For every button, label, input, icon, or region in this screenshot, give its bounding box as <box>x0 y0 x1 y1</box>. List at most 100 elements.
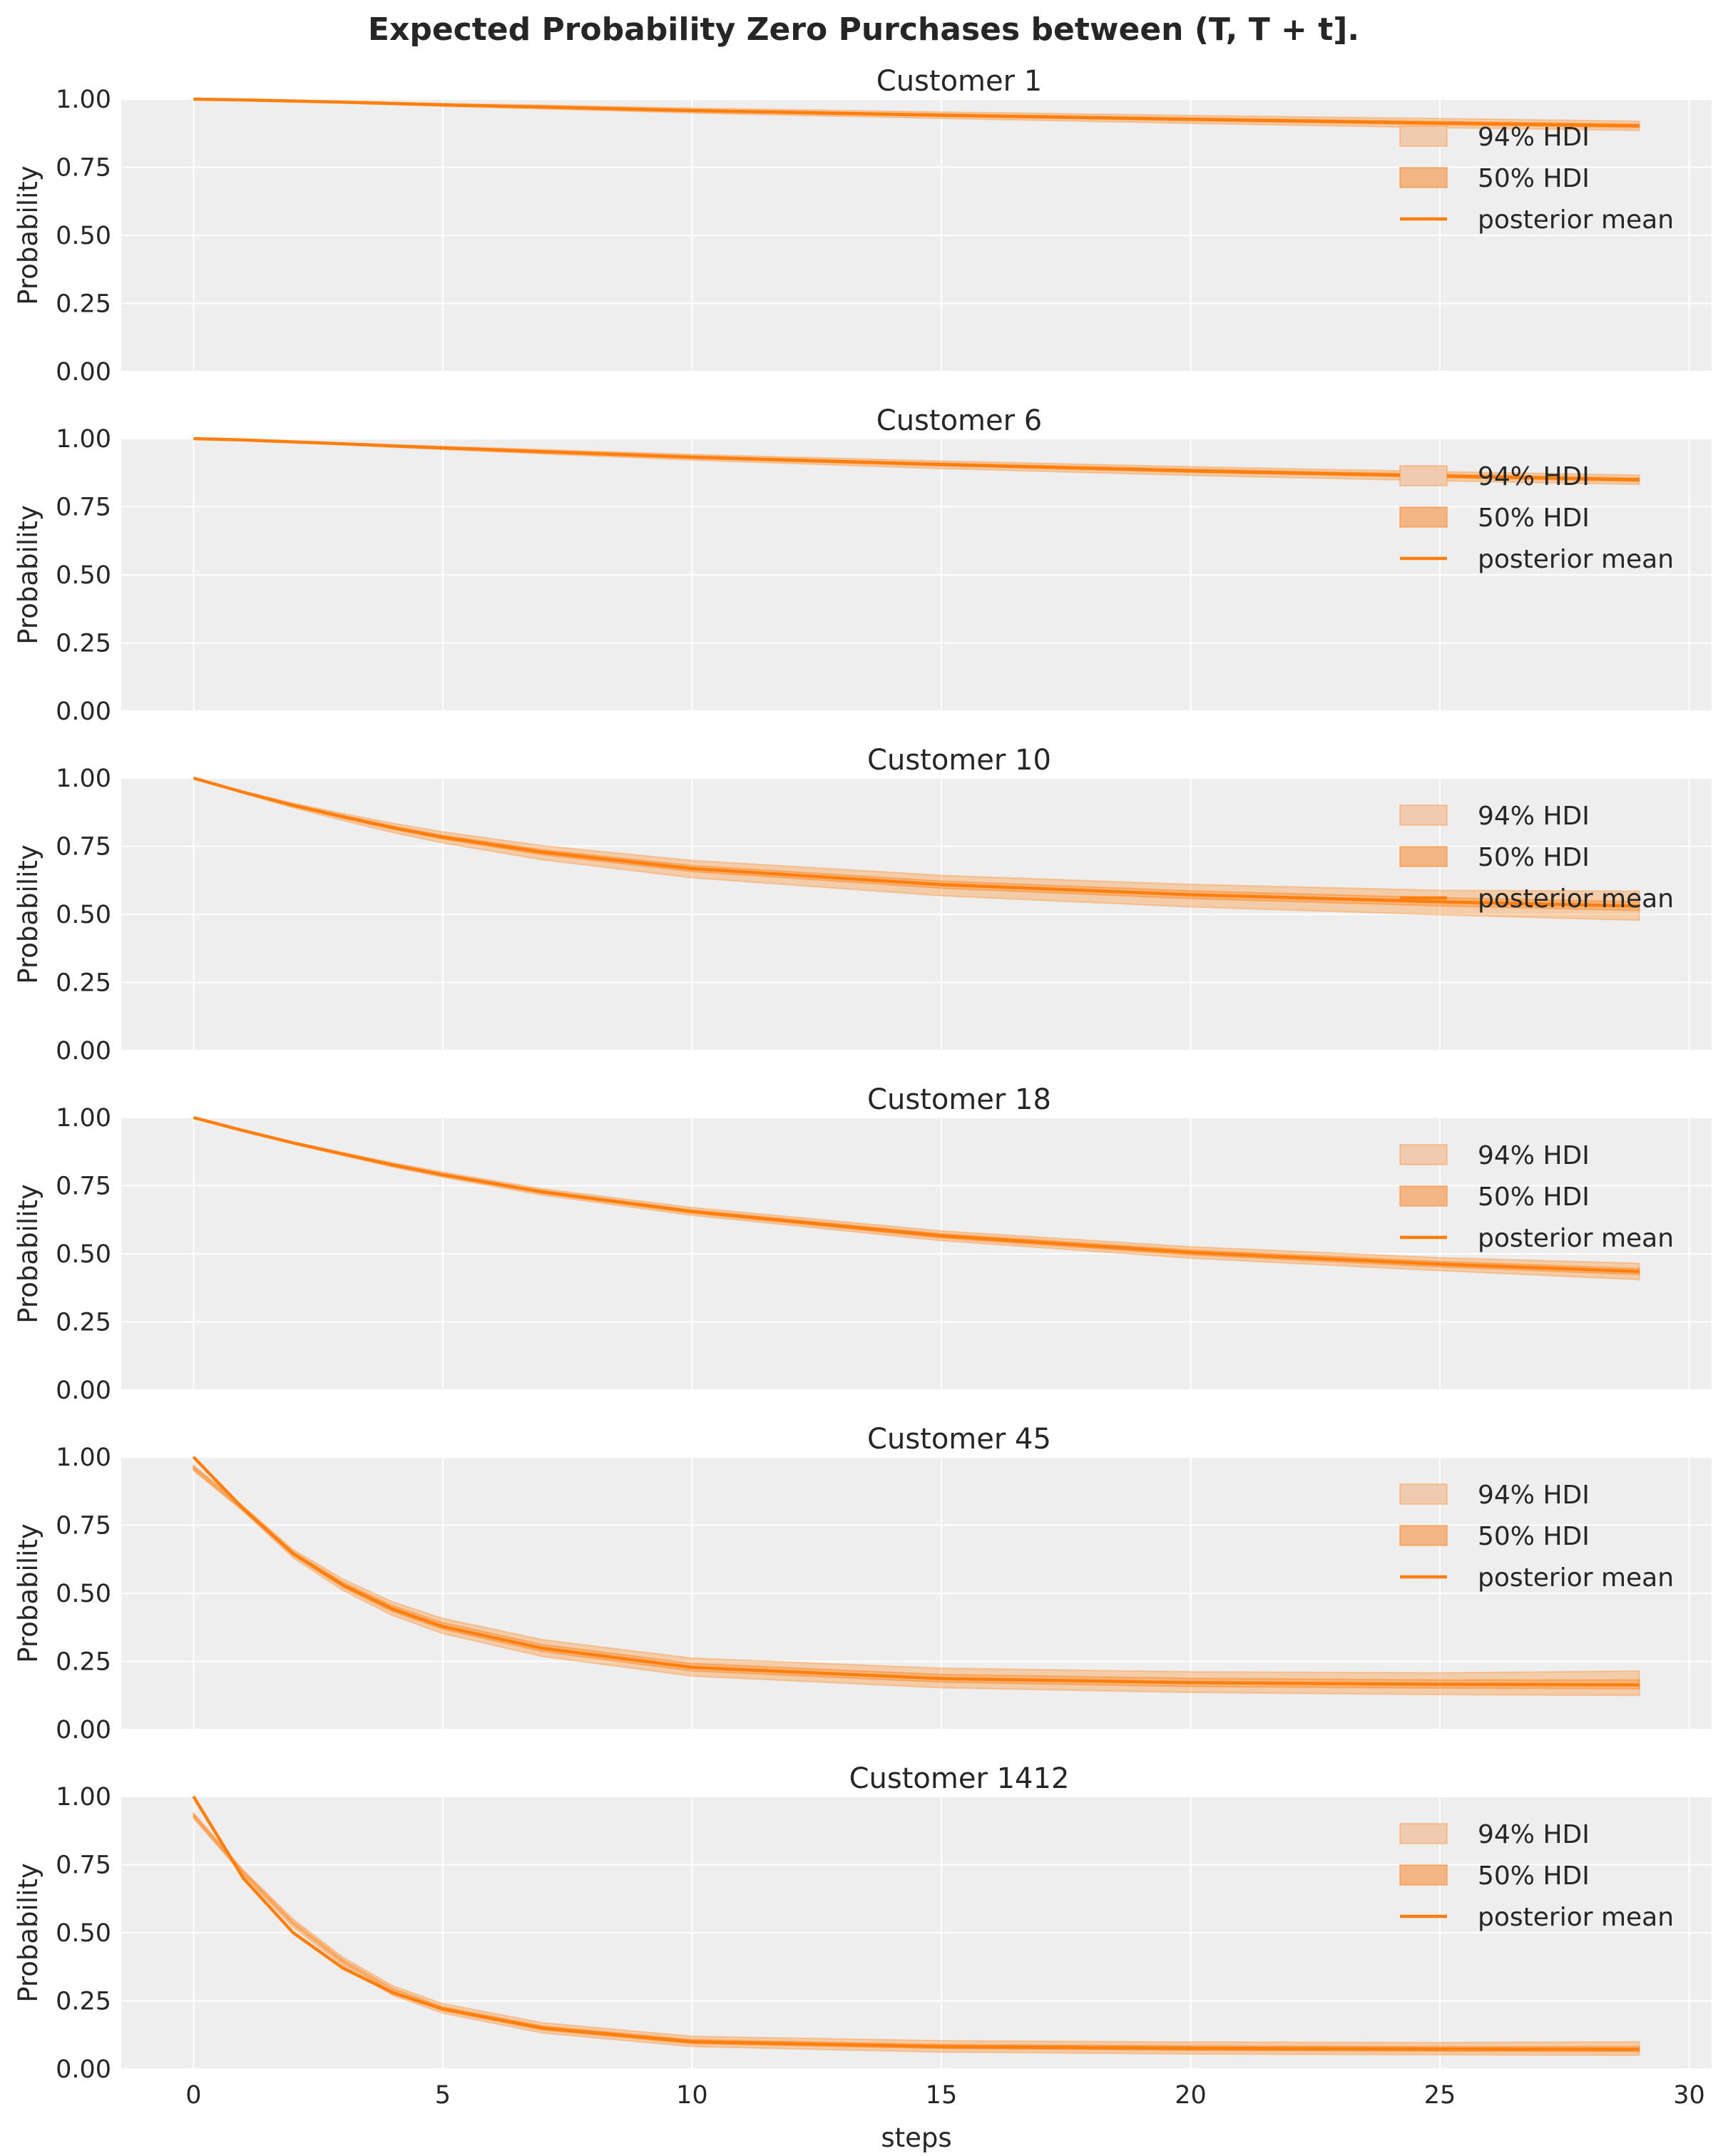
y-tick-label: 1.00 <box>56 1783 111 1812</box>
panel-6: 0 5 10 15 20 25 30 0.00 0.25 0.50 0.75 1.00 Probabil… <box>13 1762 1712 2110</box>
posterior-mean-line <box>193 1115 1640 1274</box>
legend-label: 50% HDI <box>1478 164 1590 193</box>
x-tick-label: 0 <box>185 2081 201 2110</box>
y-axis-label: Probability <box>13 165 44 305</box>
y-tick-label: 0.50 <box>56 561 111 590</box>
legend-label: posterior mean <box>1478 205 1674 235</box>
legend-label: posterior mean <box>1478 1903 1674 1932</box>
posterior-mean-line <box>192 1456 1640 1687</box>
panel-3: 0.00 0.25 0.50 0.75 1.00 Probability Customer … <box>13 744 1712 1066</box>
legend-swatch-hdi-50 <box>1399 1525 1448 1546</box>
legend-swatch-hdi-94 <box>1399 1144 1448 1165</box>
hdi-94-band <box>193 1811 1640 2056</box>
y-tick-label: 0.75 <box>56 833 111 862</box>
x-tick-label: 5 <box>435 2081 451 2110</box>
legend-swatch-hdi-94 <box>1399 126 1448 147</box>
y-tick-label: 1.00 <box>56 765 111 793</box>
legend-swatch-hdi-50 <box>1399 167 1448 188</box>
posterior-mean-line <box>193 776 1640 908</box>
x-tick-label: 15 <box>926 2081 958 2110</box>
y-tick-label: 0.00 <box>56 2055 111 2084</box>
legend-label: 94% HDI <box>1478 802 1590 831</box>
y-tick-label: 1.00 <box>56 425 111 454</box>
legend-swatch-hdi-94 <box>1399 804 1448 826</box>
y-tick-label: 0.25 <box>56 969 111 998</box>
legend-label: posterior mean <box>1478 545 1674 574</box>
panel-2: 0.00 0.25 0.50 0.75 1.00 Probability Customer … <box>13 404 1712 726</box>
panel-title: Customer 10 <box>867 744 1051 777</box>
y-tick-label: 0.75 <box>56 494 111 522</box>
legend-swatch-hdi-50 <box>1399 846 1448 867</box>
legend-label: 50% HDI <box>1478 843 1590 872</box>
legend: 94% HDI 50% HDI posterior mean <box>1399 123 1674 235</box>
legend: 94% HDI 50% HDI posterior mean <box>1399 1141 1674 1253</box>
y-tick-label: 0.25 <box>56 630 111 658</box>
legend-swatch-hdi-94 <box>1399 1483 1448 1505</box>
panels: 0.00 0.25 0.50 0.75 1.00 Probability Customer … <box>13 65 1712 2110</box>
posterior-mean-line <box>193 436 1640 481</box>
y-tick-label: 1.00 <box>56 1444 111 1472</box>
y-tick-label: 0.00 <box>56 1716 111 1744</box>
y-axis-label: Probability <box>13 844 44 984</box>
legend-label: 50% HDI <box>1478 1522 1590 1551</box>
panel-4: 0.00 0.25 0.50 0.75 1.00 Probability Customer … <box>13 1083 1712 1405</box>
legend-label: 94% HDI <box>1478 123 1590 152</box>
panel-1: 0.00 0.25 0.50 0.75 1.00 Probability Customer … <box>13 65 1712 387</box>
y-axis-label: Probability <box>13 1863 44 2003</box>
y-tick-label: 0.75 <box>56 1512 111 1541</box>
panel-title: Customer 1 <box>876 65 1042 98</box>
legend: 94% HDI 50% HDI posterior mean <box>1399 1820 1674 1932</box>
y-tick-label: 0.75 <box>56 1172 111 1201</box>
y-tick-label: 0.50 <box>56 901 111 929</box>
y-tick-label: 0.00 <box>56 1037 111 1066</box>
y-tick-label: 0.50 <box>56 1919 111 1948</box>
legend-label: 50% HDI <box>1478 1861 1590 1891</box>
legend-label: 94% HDI <box>1478 1481 1590 1510</box>
y-axis-label: Probability <box>13 1184 44 1324</box>
hdi-94-band <box>193 1117 1640 1281</box>
x-tick-label: 25 <box>1424 2081 1456 2110</box>
x-axis-label: steps <box>881 2122 951 2153</box>
legend: 94% HDI 50% HDI posterior mean <box>1399 802 1674 914</box>
y-tick-label: 0.00 <box>56 698 111 726</box>
legend-label: posterior mean <box>1478 884 1674 914</box>
x-tick-label: 20 <box>1175 2081 1207 2110</box>
panel-title: Customer 45 <box>867 1423 1051 1456</box>
legend-label: 94% HDI <box>1478 462 1590 491</box>
legend-label: posterior mean <box>1478 1224 1674 1253</box>
y-tick-label: 0.25 <box>56 1988 111 2016</box>
panel-title: Customer 1412 <box>849 1762 1070 1795</box>
legend-swatch-hdi-50 <box>1399 506 1448 528</box>
legend-label: 94% HDI <box>1478 1141 1590 1170</box>
hdi-50-band <box>193 1465 1640 1690</box>
posterior-mean-line <box>193 97 1640 128</box>
y-axis-label: Probability <box>13 1523 44 1663</box>
legend-swatch-hdi-50 <box>1399 1864 1448 1886</box>
legend-swatch-hdi-94 <box>1399 1823 1448 1844</box>
hdi-94-band <box>193 1463 1640 1697</box>
y-tick-label: 0.50 <box>56 222 111 250</box>
x-tick-label: 10 <box>676 2081 708 2110</box>
y-tick-label: 1.00 <box>56 1104 111 1133</box>
x-tick-label: 30 <box>1673 2081 1705 2110</box>
y-tick-label: 0.75 <box>56 154 111 183</box>
y-tick-label: 0.50 <box>56 1580 111 1608</box>
legend-swatch-hdi-94 <box>1399 465 1448 486</box>
legend: 94% HDI 50% HDI posterior mean <box>1399 1481 1674 1593</box>
y-tick-label: 0.50 <box>56 1240 111 1269</box>
panel-title: Customer 6 <box>876 404 1042 437</box>
y-tick-label: 0.25 <box>56 1648 111 1677</box>
legend-swatch-hdi-50 <box>1399 1185 1448 1207</box>
legend-label: 94% HDI <box>1478 1820 1590 1849</box>
y-axis-label: Probability <box>13 505 44 645</box>
y-tick-label: 0.75 <box>56 1851 111 1880</box>
y-tick-label: 0.25 <box>56 290 111 319</box>
legend: 94% HDI 50% HDI posterior mean <box>1399 462 1674 574</box>
y-tick-label: 0.00 <box>56 358 111 387</box>
legend-label: 50% HDI <box>1478 504 1590 533</box>
panel-title: Customer 18 <box>867 1083 1051 1116</box>
chart-title: Expected Probability Zero Purchases betw… <box>368 11 1359 48</box>
y-tick-label: 0.00 <box>56 1376 111 1405</box>
legend-label: 50% HDI <box>1478 1182 1590 1212</box>
